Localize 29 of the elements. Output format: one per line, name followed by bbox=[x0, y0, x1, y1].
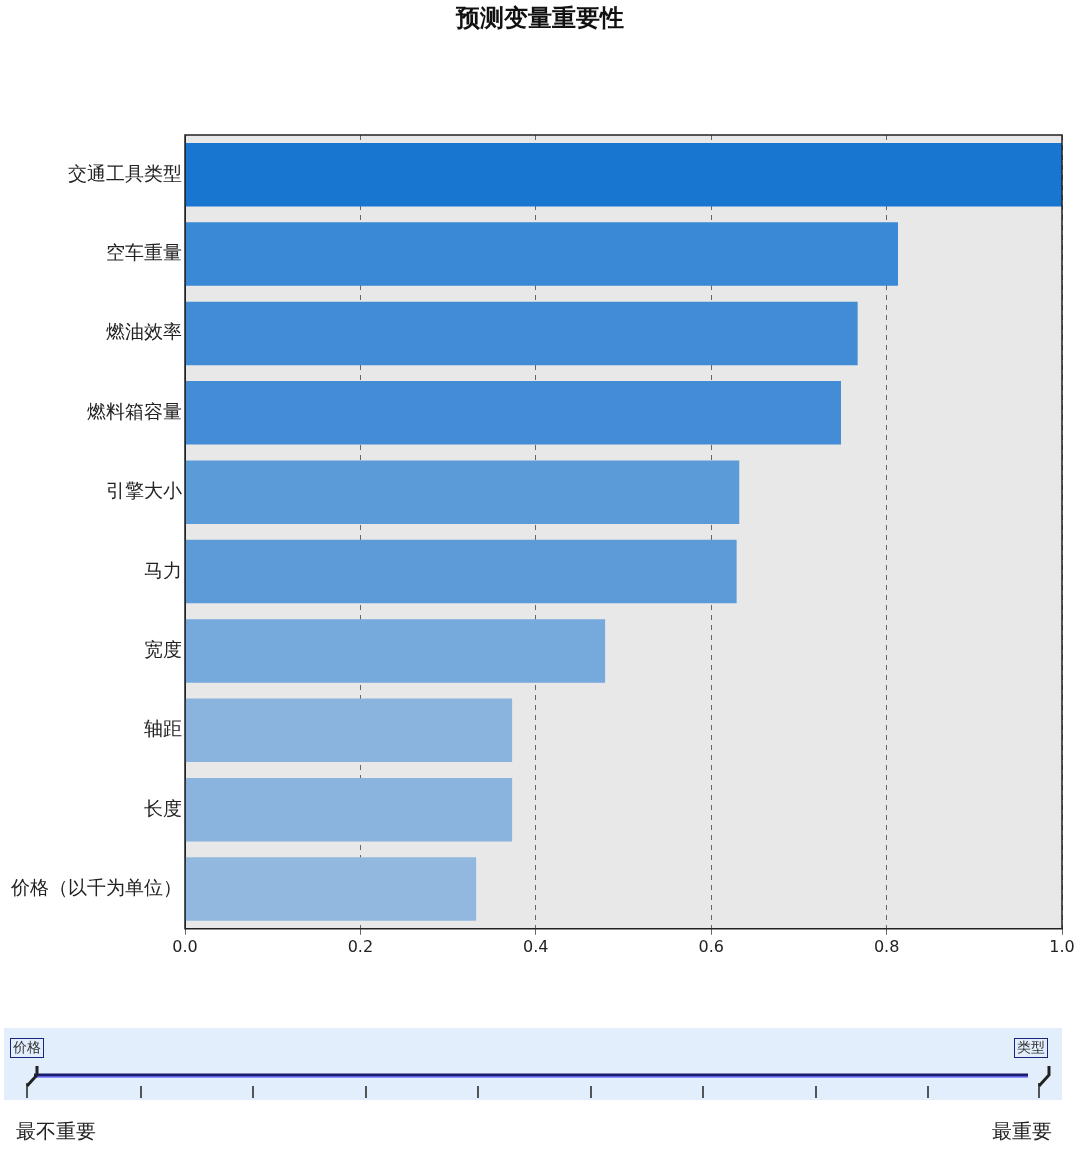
y-tick-label: 引擎大小 bbox=[106, 479, 182, 502]
y-tick-label: 燃料箱容量 bbox=[87, 399, 182, 422]
x-tick-label: 0.4 bbox=[523, 936, 549, 956]
bar bbox=[185, 857, 477, 921]
x-tick-label: 0.2 bbox=[347, 936, 374, 956]
y-tick-label: 价格（以千为单位） bbox=[10, 876, 182, 899]
y-tick-label: 长度 bbox=[144, 796, 182, 819]
bar bbox=[185, 777, 513, 842]
y-tick-label: 交通工具类型 bbox=[68, 161, 182, 184]
y-tick-label: 宽度 bbox=[144, 637, 182, 660]
y-tick-label: 马力 bbox=[144, 558, 182, 581]
y-tick-label: 轴距 bbox=[144, 717, 182, 740]
bar bbox=[185, 460, 740, 524]
chart-title: 预测变量重要性 bbox=[454, 2, 625, 34]
text: 最重要 bbox=[992, 1118, 1052, 1145]
y-tick-label: 燃油效率 bbox=[106, 320, 182, 343]
x-tick-label: 1.0 bbox=[1049, 936, 1075, 956]
bar bbox=[185, 142, 1062, 207]
bar bbox=[185, 222, 898, 286]
bar bbox=[185, 381, 841, 445]
bar bbox=[185, 301, 858, 366]
text: 最不重要 bbox=[16, 1118, 96, 1145]
y-tick-label: 空车重量 bbox=[106, 241, 182, 264]
x-tick-label: 0.8 bbox=[873, 936, 900, 956]
bar bbox=[185, 619, 606, 683]
x-tick-label: 0.0 bbox=[172, 936, 198, 956]
bar bbox=[185, 539, 737, 604]
x-tick-label: 0.6 bbox=[698, 936, 724, 956]
bar bbox=[185, 698, 513, 763]
